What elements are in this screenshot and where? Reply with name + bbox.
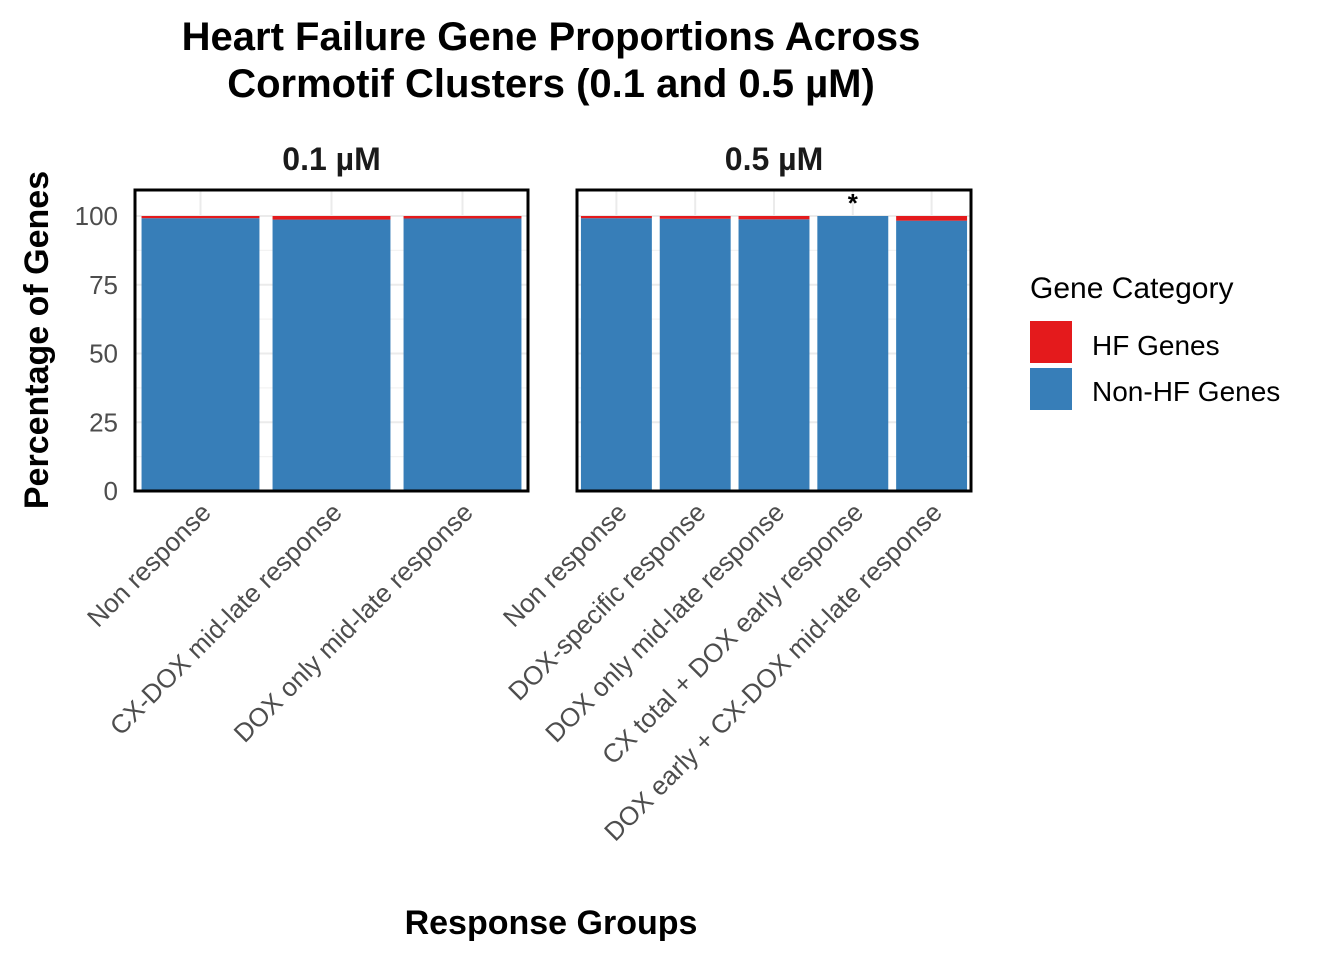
facet-2-strip-label: 0.5 µM — [725, 141, 823, 177]
facet-2-bar-non-hf-dox-only-mid-late-response — [738, 219, 810, 492]
chart-title: Heart Failure Gene Proportions Across Co… — [182, 15, 921, 106]
facet-2-panel-border — [575, 188, 973, 493]
facet-2-bar-hf-dox-specific-response — [659, 216, 731, 219]
chart-title-line-2: Cormotif Clusters (0.1 and 0.5 µM) — [227, 62, 875, 106]
y-tick-label-100: 100 — [75, 201, 118, 231]
facet-1-bar-non-hf-non-response — [141, 218, 260, 491]
facet-2-significance-cx-total-dox-early-response: * — [848, 188, 859, 218]
facet-1-strip-label: 0.1 µM — [282, 141, 380, 177]
facet-1-bar-non-hf-dox-only-mid-late-response — [403, 218, 522, 491]
facet-2-bar-non-hf-dox-early-cx-dox-mid-late-response — [896, 220, 968, 492]
y-tick-label-0: 0 — [104, 476, 118, 506]
y-tick-label-50: 50 — [89, 339, 118, 369]
facet-2-bar-hf-dox-only-mid-late-response — [738, 216, 810, 220]
legend: Gene Category HF Genes Non-HF Genes — [1030, 272, 1280, 410]
legend-label-hf-genes: HF Genes — [1092, 330, 1220, 361]
facet-2-bar-hf-dox-early-cx-dox-mid-late-response — [896, 216, 968, 221]
legend-key-non-hf-genes — [1030, 368, 1072, 410]
facet-1-bar-hf-cx-dox-mid-late-response — [272, 216, 391, 220]
legend-label-non-hf-genes: Non-HF Genes — [1092, 376, 1280, 407]
x-axis-title: Response Groups — [405, 904, 698, 942]
legend-title: Gene Category — [1030, 272, 1233, 305]
facet-1-panel-border — [133, 188, 530, 493]
facet-1-x-tick-label-cx-dox-mid-late-response: CX-DOX mid-late response — [104, 497, 348, 741]
facet-2-bar-non-hf-cx-total-dox-early-response — [817, 216, 889, 491]
facet-1-x-tick-label-dox-only-mid-late-response: DOX only mid-late response — [228, 497, 479, 748]
y-tick-label-75: 75 — [89, 270, 118, 300]
y-tick-label-25: 25 — [89, 407, 118, 437]
facet-1-x-tick-label-non-response: Non response — [81, 497, 217, 633]
facet-1-bar-hf-non-response — [141, 216, 260, 219]
facet-1-bar-non-hf-cx-dox-mid-late-response — [272, 219, 391, 491]
facet-2-bar-non-hf-dox-specific-response — [659, 218, 731, 491]
facet-2-bar-non-hf-non-response — [580, 218, 652, 491]
facet-2-bar-hf-non-response — [580, 216, 652, 219]
facet-1-bar-hf-dox-only-mid-late-response — [403, 216, 522, 219]
chart-title-line-1: Heart Failure Gene Proportions Across — [182, 15, 921, 59]
legend-key-hf-genes — [1030, 321, 1072, 363]
y-axis-title: Percentage of Genes — [18, 171, 56, 509]
